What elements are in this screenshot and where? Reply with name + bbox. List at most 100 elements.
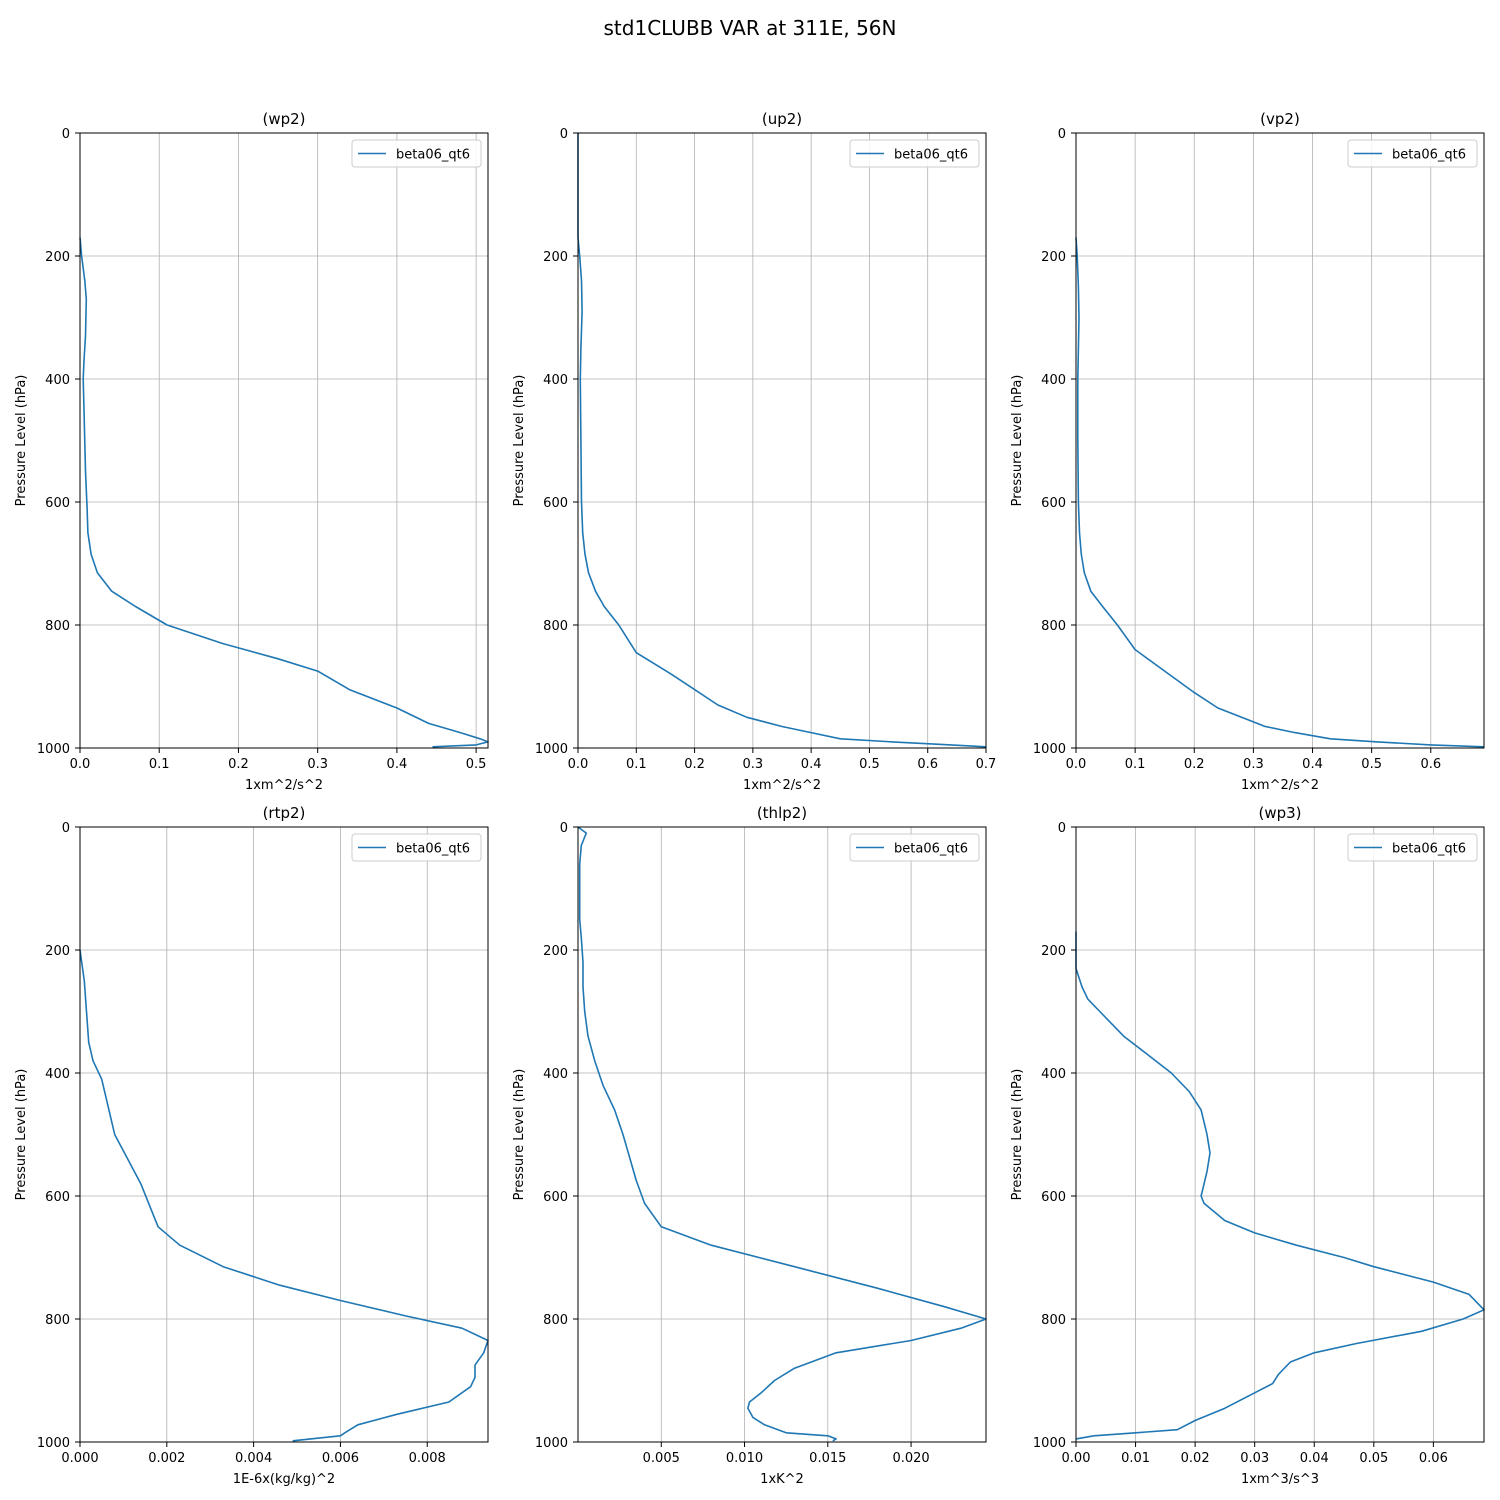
legend-box <box>849 833 980 862</box>
y-tick-label: 600 <box>1041 1190 1066 1205</box>
x-tick-label: 0.004 <box>235 1451 272 1466</box>
axes-frame <box>79 132 489 749</box>
x-tick-label: 0.4 <box>1302 757 1323 772</box>
figure-title: std1CLUBB VAR at 311E, 56N <box>603 16 897 40</box>
legend: beta06_qt6 <box>1347 833 1478 862</box>
chart-title: (wp3) <box>1258 804 1301 822</box>
y-tick-label: 800 <box>45 619 70 634</box>
chart-title: (vp2) <box>1260 110 1300 128</box>
y-tick-label: 200 <box>45 944 70 959</box>
x-tick-label: 0.4 <box>801 757 822 772</box>
y-tick-label: 600 <box>45 1190 70 1205</box>
series-line <box>79 949 489 1442</box>
x-tick-label: 0.0 <box>1066 757 1087 772</box>
x-tick-label: 0.3 <box>307 757 328 772</box>
y-tick-label: 0 <box>62 127 70 142</box>
x-tick-label: 0.015 <box>809 1451 846 1466</box>
legend-label: beta06_qt6 <box>396 148 470 163</box>
y-tick-label: 0 <box>62 821 70 836</box>
y-tick-label: 1000 <box>1033 742 1066 757</box>
y-tick-label: 1000 <box>535 1436 568 1451</box>
x-tick-label: 0.000 <box>61 1451 98 1466</box>
x-tick-label: 0.2 <box>228 757 249 772</box>
x-axis-label: 1xm^2/s^2 <box>245 778 323 793</box>
y-tick-label: 1000 <box>535 742 568 757</box>
y-tick-label: 400 <box>1041 1067 1066 1082</box>
x-tick-label: 0.4 <box>387 757 408 772</box>
legend-label: beta06_qt6 <box>1392 148 1466 163</box>
y-axis-label: Pressure Level (hPa) <box>14 375 29 507</box>
y-tick-label: 400 <box>543 373 568 388</box>
y-tick-label: 0 <box>1058 127 1066 142</box>
legend-label: beta06_qt6 <box>396 842 470 857</box>
legend: beta06_qt6 <box>351 833 482 862</box>
y-tick-label: 200 <box>1041 944 1066 959</box>
x-tick-label: 0.010 <box>726 1451 763 1466</box>
y-tick-label: 0 <box>560 821 568 836</box>
x-tick-label: 0.020 <box>892 1451 929 1466</box>
y-tick-label: 600 <box>543 1190 568 1205</box>
legend-label: beta06_qt6 <box>894 148 968 163</box>
chart-title: (rtp2) <box>263 804 306 822</box>
y-tick-label: 400 <box>543 1067 568 1082</box>
chart-panel-3: 0.0 0.1 0.2 0.3 0.4 0.5 0.6 0 200 400 600 800 1000 (v… <box>1010 110 1485 793</box>
y-tick-label: 1000 <box>1033 1436 1066 1451</box>
y-tick-label: 800 <box>45 1313 70 1328</box>
chart-panel-4: 0.000 0.002 0.004 0.006 0.008 0 200 400 600 800 10… <box>14 804 489 1487</box>
x-axis-label: 1xm^2/s^2 <box>1241 778 1319 793</box>
x-tick-label: 0.002 <box>148 1451 185 1466</box>
y-axis-label: Pressure Level (hPa) <box>1010 375 1025 507</box>
legend: beta06_qt6 <box>351 139 482 168</box>
x-tick-label: 0.5 <box>1361 757 1382 772</box>
x-tick-label: 0.1 <box>1125 757 1146 772</box>
legend: beta06_qt6 <box>849 139 980 168</box>
chart-panel-5: 0.005 0.010 0.015 0.020 0 200 400 600 800 1000 (th… <box>512 804 987 1487</box>
y-tick-label: 600 <box>1041 496 1066 511</box>
y-axis-label: Pressure Level (hPa) <box>512 1069 527 1201</box>
legend: beta06_qt6 <box>849 833 980 862</box>
legend-box <box>351 139 482 168</box>
axes-frame <box>1075 826 1485 1443</box>
y-tick-label: 200 <box>543 250 568 265</box>
x-tick-label: 0.3 <box>1243 757 1264 772</box>
x-tick-label: 0.2 <box>684 757 705 772</box>
axes-frame <box>1075 132 1485 749</box>
x-axis-label: 1xK^2 <box>760 1472 804 1487</box>
x-tick-label: 0.0 <box>70 757 91 772</box>
series-line <box>577 826 987 1442</box>
axes-frame <box>577 132 987 749</box>
chart-title: (up2) <box>762 110 802 128</box>
legend-label: beta06_qt6 <box>1392 842 1466 857</box>
x-axis-label: 1E-6x(kg/kg)^2 <box>233 1472 335 1487</box>
x-axis-label: 1xm^3/s^3 <box>1241 1472 1319 1487</box>
chart-title: (wp2) <box>262 110 305 128</box>
legend-box <box>1347 833 1478 862</box>
y-tick-label: 0 <box>560 127 568 142</box>
x-tick-label: 0.006 <box>322 1451 359 1466</box>
x-tick-label: 0.008 <box>409 1451 446 1466</box>
x-tick-label: 0.2 <box>1184 757 1205 772</box>
x-tick-label: 0.1 <box>626 757 647 772</box>
y-tick-label: 1000 <box>37 1436 70 1451</box>
chart-panel-2: 0.0 0.1 0.2 0.3 0.4 0.5 0.6 0.7 0 200 400 600 800 100… <box>512 110 996 793</box>
axes-frame <box>577 826 987 1443</box>
x-axis-label: 1xm^2/s^2 <box>743 778 821 793</box>
x-tick-label: 0.02 <box>1181 1451 1210 1466</box>
x-tick-label: 0.1 <box>149 757 170 772</box>
chart-panel-6: 0.00 0.01 0.02 0.03 0.04 0.05 0.06 0 200 400 600 80… <box>1010 804 1485 1487</box>
x-tick-label: 0.04 <box>1300 1451 1329 1466</box>
legend-box <box>1347 139 1478 168</box>
y-axis-label: Pressure Level (hPa) <box>14 1069 29 1201</box>
x-tick-label: 0.6 <box>917 757 938 772</box>
y-tick-label: 0 <box>1058 821 1066 836</box>
series-line <box>79 237 489 748</box>
chart-panel-1: 0.0 0.1 0.2 0.3 0.4 0.5 0 200 400 600 800 1000 (wp2)… <box>14 110 489 793</box>
y-tick-label: 800 <box>543 1313 568 1328</box>
y-tick-label: 800 <box>543 619 568 634</box>
y-tick-label: 1000 <box>37 742 70 757</box>
legend: beta06_qt6 <box>1347 139 1478 168</box>
x-tick-label: 0.005 <box>643 1451 680 1466</box>
y-tick-label: 600 <box>45 496 70 511</box>
x-tick-label: 0.6 <box>1420 757 1441 772</box>
y-axis-label: Pressure Level (hPa) <box>1010 1069 1025 1201</box>
